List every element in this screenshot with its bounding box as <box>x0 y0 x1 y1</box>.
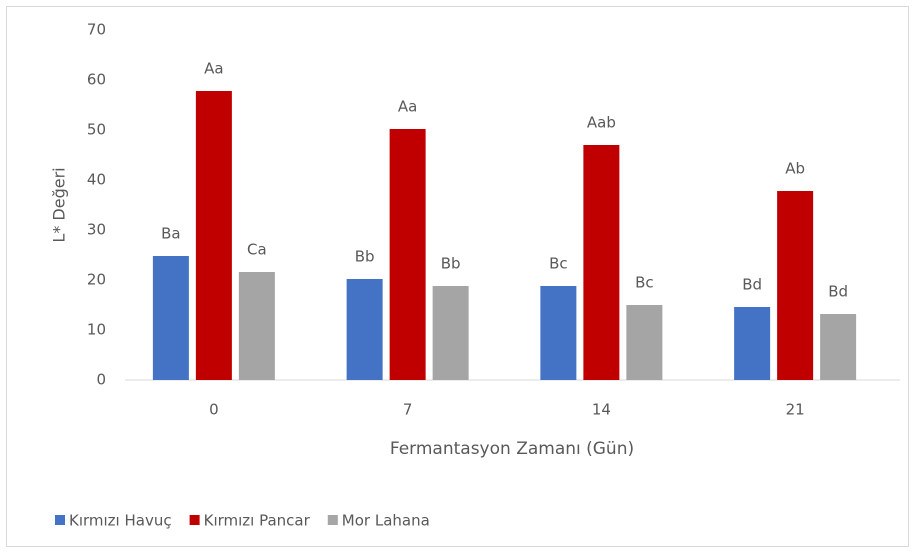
bar <box>626 305 663 380</box>
bar <box>820 314 857 380</box>
bar <box>777 191 814 380</box>
bar <box>734 307 771 380</box>
data-label: Ab <box>785 160 805 178</box>
y-tick-label: 50 <box>87 121 106 139</box>
chart-border <box>6 6 909 547</box>
data-label: Bd <box>742 276 762 294</box>
legend-swatch <box>189 515 200 525</box>
data-label: Aab <box>587 114 616 132</box>
bar <box>195 91 232 380</box>
y-tick-label: 60 <box>87 71 106 89</box>
y-tick-label: 0 <box>96 371 106 389</box>
x-tick-label: 21 <box>786 401 805 419</box>
legend-label: Kırmızı Pancar <box>204 512 311 530</box>
y-tick-label: 30 <box>87 221 106 239</box>
x-tick-label: 14 <box>592 401 611 419</box>
legend-label: Mor Lahana <box>342 512 430 530</box>
legend-swatch <box>55 515 65 525</box>
data-label: Bb <box>355 248 375 266</box>
x-tick-label: 0 <box>209 401 219 419</box>
legend-label: Kırmızı Havuç <box>69 512 172 530</box>
bar <box>346 279 383 380</box>
data-label: Bd <box>828 283 848 301</box>
data-label: Aa <box>204 60 223 78</box>
data-label: Ba <box>161 225 180 243</box>
legend-swatch <box>327 515 338 525</box>
data-label: Ca <box>247 241 267 259</box>
data-label: Bc <box>549 255 568 273</box>
data-label: Aa <box>398 98 417 116</box>
bar <box>152 256 189 380</box>
y-tick-label: 40 <box>87 171 106 189</box>
y-axis-title: L* Değeri <box>50 167 69 242</box>
bar <box>583 145 620 380</box>
x-tick-label: 7 <box>403 401 413 419</box>
y-tick-label: 20 <box>87 271 106 289</box>
y-tick-label: 70 <box>87 21 106 39</box>
bar <box>238 272 275 380</box>
data-label: Bc <box>635 274 654 292</box>
bar <box>540 286 577 380</box>
x-axis-title: Fermantasyon Zamanı (Gün) <box>390 439 634 459</box>
y-tick-label: 10 <box>87 321 106 339</box>
bar <box>432 286 469 380</box>
data-label: Bb <box>441 255 461 273</box>
bar <box>389 129 426 380</box>
